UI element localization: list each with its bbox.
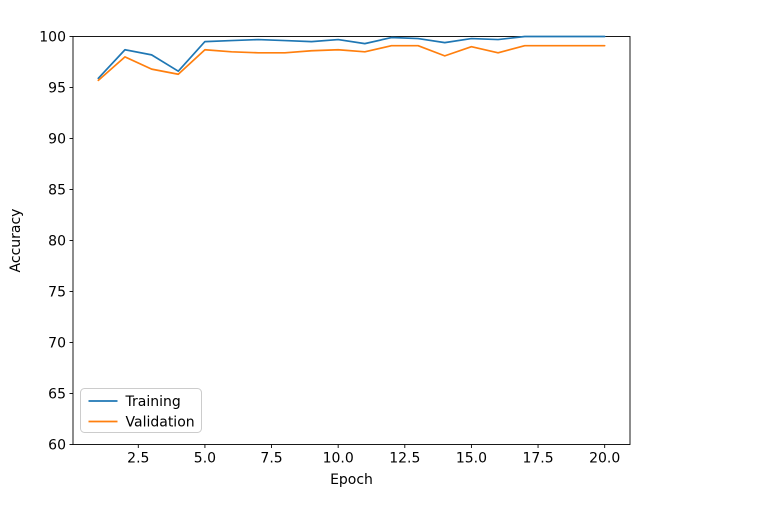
y-axis-label: Accuracy — [8, 209, 24, 273]
x-tick-label: 2.5 — [127, 451, 149, 467]
y-tick-label: 65 — [48, 387, 66, 403]
y-tick-label: 100 — [39, 30, 66, 46]
series-lines — [97, 35, 606, 82]
y-tick-label: 80 — [48, 234, 66, 250]
legend-validation-label: Validation — [126, 415, 195, 431]
training-line — [97, 35, 606, 80]
y-tick-label: 60 — [48, 438, 66, 454]
x-tick-label: 5.0 — [194, 451, 216, 467]
legend: Training Validation — [80, 388, 202, 433]
x-axis-label: Epoch — [330, 472, 373, 488]
legend-training-label: Training — [125, 394, 181, 410]
y-tick-label: 90 — [48, 132, 66, 148]
validation-line — [97, 44, 606, 82]
axes: 2.5 5.0 7.5 10.0 12.5 15.0 17.5 20.0 60 65 70 75 80 8… — [8, 30, 631, 488]
x-tick-label: 7.5 — [260, 451, 282, 467]
x-tick-label: 12.5 — [389, 451, 420, 467]
y-tick-label: 85 — [48, 183, 66, 199]
y-tick-label: 75 — [48, 285, 66, 301]
x-tick-label: 10.0 — [323, 451, 354, 467]
x-tick-label: 20.0 — [589, 451, 620, 467]
y-tick-label: 70 — [48, 336, 66, 352]
axes-frame — [72, 36, 631, 445]
y-tick-label: 95 — [48, 81, 66, 97]
x-tick-label: 17.5 — [522, 451, 553, 467]
x-tick-label: 15.0 — [456, 451, 487, 467]
